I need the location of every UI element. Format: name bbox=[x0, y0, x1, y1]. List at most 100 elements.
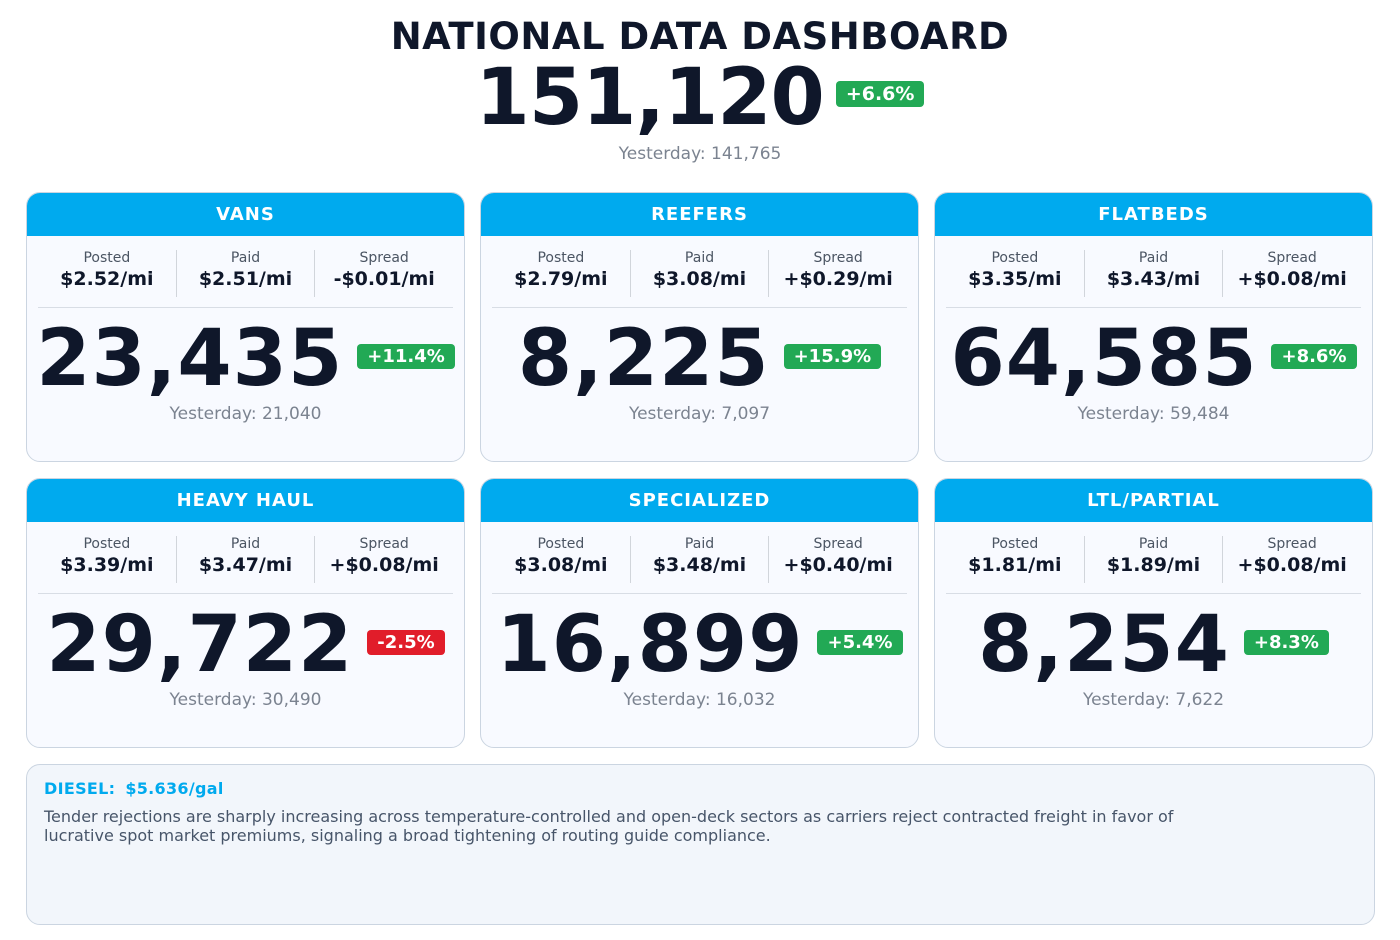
paid-label: Paid bbox=[684, 536, 715, 552]
page-title: NATIONAL DATA DASHBOARD bbox=[390, 15, 1010, 58]
posted-rate: Posted $1.81/mi bbox=[946, 536, 1085, 583]
spread-value: +$0.08/mi bbox=[329, 554, 439, 576]
spread-rate: Spread +$0.29/mi bbox=[769, 250, 907, 297]
load-count: 23,435 bbox=[36, 314, 344, 404]
yesterday-count: Yesterday: 59,484 bbox=[1077, 404, 1230, 424]
posted-rate: Posted $2.79/mi bbox=[492, 250, 631, 297]
spread-rate: Spread +$0.08/mi bbox=[1223, 250, 1361, 297]
spread-value: +$0.08/mi bbox=[1237, 268, 1347, 290]
national-total-value: 151,120 bbox=[475, 53, 825, 143]
paid-rate: Paid $3.08/mi bbox=[631, 250, 770, 297]
change-badge: +8.6% bbox=[1271, 343, 1357, 369]
yesterday-count: Yesterday: 7,622 bbox=[1082, 690, 1225, 710]
yesterday-count: Yesterday: 16,032 bbox=[623, 690, 776, 710]
spread-label: Spread bbox=[359, 536, 409, 552]
diesel-commentary-panel: DIESEL: $5.636/gal Tender rejections are … bbox=[26, 764, 1375, 925]
load-count: 29,722 bbox=[46, 600, 354, 690]
equipment-card-reefers: REEFERS Posted $2.79/mi Paid $3.08/mi Spre… bbox=[480, 192, 919, 462]
paid-value: $2.51/mi bbox=[198, 268, 293, 290]
paid-value: $3.47/mi bbox=[198, 554, 293, 576]
paid-label: Paid bbox=[1138, 250, 1169, 266]
posted-value: $3.39/mi bbox=[60, 554, 154, 576]
diesel-price-line: DIESEL: $5.636/gal bbox=[44, 779, 1357, 798]
market-commentary: Tender rejections are sharply increasing… bbox=[44, 807, 1174, 845]
equipment-card-ltl-partial: LTL/PARTIAL Posted $1.81/mi Paid $1.89/mi … bbox=[934, 478, 1373, 748]
count-row: 23,435 +11.4% bbox=[27, 316, 464, 402]
paid-rate: Paid $2.51/mi bbox=[177, 250, 316, 297]
posted-value: $3.08/mi bbox=[514, 554, 608, 576]
card-title: HEAVY HAUL bbox=[27, 479, 464, 522]
equipment-card-heavy-haul: HEAVY HAUL Posted $3.39/mi Paid $3.47/mi S… bbox=[26, 478, 465, 748]
spread-value: +$0.08/mi bbox=[1237, 554, 1347, 576]
paid-rate: Paid $3.48/mi bbox=[631, 536, 770, 583]
posted-rate: Posted $3.39/mi bbox=[38, 536, 177, 583]
spread-value: +$0.40/mi bbox=[783, 554, 893, 576]
paid-rate: Paid $3.47/mi bbox=[177, 536, 316, 583]
national-total-row: 151,120 +6.6% bbox=[0, 58, 1400, 138]
yesterday-count: Yesterday: 30,490 bbox=[169, 690, 322, 710]
rate-row: Posted $3.08/mi Paid $3.48/mi Spread +$0.40… bbox=[492, 536, 907, 594]
yesterday-count: Yesterday: 21,040 bbox=[169, 404, 322, 424]
count-row: 29,722 -2.5% bbox=[27, 602, 464, 688]
spread-rate: Spread +$0.40/mi bbox=[769, 536, 907, 583]
load-count: 16,899 bbox=[496, 600, 804, 690]
spread-value: -$0.01/mi bbox=[333, 268, 435, 290]
spread-value: +$0.29/mi bbox=[783, 268, 893, 290]
paid-rate: Paid $1.89/mi bbox=[1085, 536, 1224, 583]
card-title: SPECIALIZED bbox=[481, 479, 918, 522]
posted-label: Posted bbox=[991, 536, 1039, 552]
spread-label: Spread bbox=[813, 250, 863, 266]
card-title: REEFERS bbox=[481, 193, 918, 236]
count-row: 8,254 +8.3% bbox=[935, 602, 1372, 688]
rate-row: Posted $3.39/mi Paid $3.47/mi Spread +$0.08… bbox=[38, 536, 453, 594]
paid-rate: Paid $3.43/mi bbox=[1085, 250, 1224, 297]
spread-rate: Spread -$0.01/mi bbox=[315, 250, 453, 297]
card-title: VANS bbox=[27, 193, 464, 236]
equipment-card-vans: VANS Posted $2.52/mi Paid $2.51/mi Spread -… bbox=[26, 192, 465, 462]
rate-row: Posted $1.81/mi Paid $1.89/mi Spread +$0.08… bbox=[946, 536, 1361, 594]
paid-value: $3.43/mi bbox=[1106, 268, 1201, 290]
spread-label: Spread bbox=[1267, 536, 1317, 552]
diesel-price: $5.636/gal bbox=[125, 779, 224, 798]
change-badge: +11.4% bbox=[357, 343, 455, 369]
dashboard-header: NATIONAL DATA DASHBOARD 151,120 +6.6% Ye… bbox=[0, 14, 1400, 164]
load-count: 8,254 bbox=[978, 600, 1230, 690]
change-badge: +8.3% bbox=[1243, 629, 1329, 655]
paid-label: Paid bbox=[684, 250, 715, 266]
card-title: FLATBEDS bbox=[935, 193, 1372, 236]
spread-rate: Spread +$0.08/mi bbox=[315, 536, 453, 583]
posted-value: $2.79/mi bbox=[514, 268, 608, 290]
rate-row: Posted $2.79/mi Paid $3.08/mi Spread +$0.29… bbox=[492, 250, 907, 308]
national-change-badge: +6.6% bbox=[835, 81, 925, 107]
paid-value: $3.48/mi bbox=[652, 554, 747, 576]
paid-value: $3.08/mi bbox=[652, 268, 747, 290]
spread-label: Spread bbox=[813, 536, 863, 552]
count-row: 16,899 +5.4% bbox=[481, 602, 918, 688]
spread-label: Spread bbox=[1267, 250, 1317, 266]
change-badge: +5.4% bbox=[817, 629, 903, 655]
posted-label: Posted bbox=[83, 250, 131, 266]
count-row: 8,225 +15.9% bbox=[481, 316, 918, 402]
count-row: 64,585 +8.6% bbox=[935, 316, 1372, 402]
posted-label: Posted bbox=[537, 250, 585, 266]
paid-value: $1.89/mi bbox=[1106, 554, 1201, 576]
posted-rate: Posted $3.08/mi bbox=[492, 536, 631, 583]
load-count: 64,585 bbox=[950, 314, 1258, 404]
posted-value: $3.35/mi bbox=[968, 268, 1062, 290]
paid-label: Paid bbox=[230, 536, 261, 552]
load-count: 8,225 bbox=[517, 314, 770, 404]
card-title: LTL/PARTIAL bbox=[935, 479, 1372, 522]
posted-rate: Posted $2.52/mi bbox=[38, 250, 177, 297]
rate-row: Posted $2.52/mi Paid $2.51/mi Spread -$0.01… bbox=[38, 250, 453, 308]
posted-label: Posted bbox=[83, 536, 131, 552]
paid-label: Paid bbox=[230, 250, 261, 266]
posted-value: $2.52/mi bbox=[60, 268, 154, 290]
equipment-card-flatbeds: FLATBEDS Posted $3.35/mi Paid $3.43/mi Spr… bbox=[934, 192, 1373, 462]
equipment-card-specialized: SPECIALIZED Posted $3.08/mi Paid $3.48/mi … bbox=[480, 478, 919, 748]
spread-rate: Spread +$0.08/mi bbox=[1223, 536, 1361, 583]
national-yesterday: Yesterday: 141,765 bbox=[618, 144, 782, 164]
diesel-label: DIESEL: bbox=[44, 779, 116, 798]
equipment-card-grid: VANS Posted $2.52/mi Paid $2.51/mi Spread -… bbox=[26, 192, 1374, 748]
posted-label: Posted bbox=[991, 250, 1039, 266]
posted-value: $1.81/mi bbox=[968, 554, 1062, 576]
